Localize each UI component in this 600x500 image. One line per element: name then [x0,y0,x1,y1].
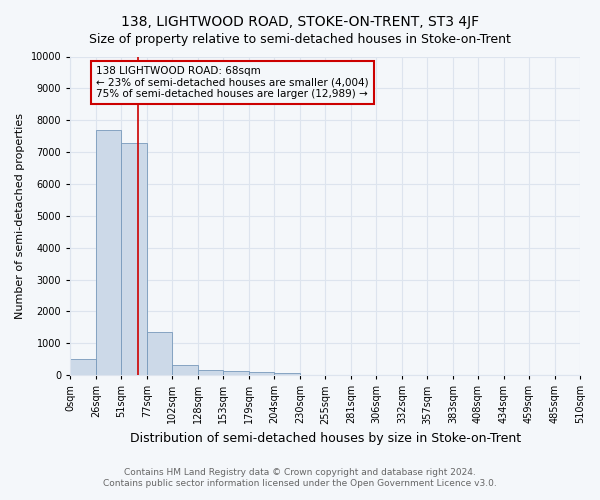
Bar [172,365,198,375]
Y-axis label: Number of semi-detached properties: Number of semi-detached properties [15,113,25,319]
Bar [223,371,249,375]
Bar [274,372,300,375]
X-axis label: Distribution of semi-detached houses by size in Stoke-on-Trent: Distribution of semi-detached houses by … [130,432,521,445]
Text: Contains HM Land Registry data © Crown copyright and database right 2024.
Contai: Contains HM Land Registry data © Crown c… [103,468,497,487]
Bar [249,372,274,375]
Text: 138 LIGHTWOOD ROAD: 68sqm
← 23% of semi-detached houses are smaller (4,004)
75% : 138 LIGHTWOOD ROAD: 68sqm ← 23% of semi-… [96,66,369,100]
Text: 138, LIGHTWOOD ROAD, STOKE-ON-TRENT, ST3 4JF: 138, LIGHTWOOD ROAD, STOKE-ON-TRENT, ST3… [121,15,479,29]
Bar [96,130,121,375]
Bar [147,332,172,375]
Bar [198,370,223,375]
Bar [121,142,147,375]
Text: Size of property relative to semi-detached houses in Stoke-on-Trent: Size of property relative to semi-detach… [89,32,511,46]
Bar [70,359,96,375]
